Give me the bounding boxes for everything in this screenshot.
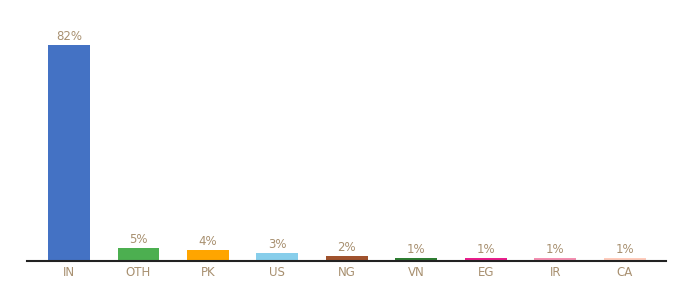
- Bar: [396, 258, 437, 261]
- Text: 82%: 82%: [56, 30, 82, 43]
- Text: 1%: 1%: [546, 243, 564, 256]
- Bar: [118, 248, 159, 261]
- Text: 5%: 5%: [129, 233, 148, 246]
- Bar: [326, 256, 368, 261]
- Bar: [256, 253, 298, 261]
- Text: 3%: 3%: [268, 238, 286, 251]
- Bar: [534, 258, 576, 261]
- Text: 1%: 1%: [407, 243, 426, 256]
- Bar: [48, 45, 90, 261]
- Text: 1%: 1%: [615, 243, 634, 256]
- Bar: [604, 258, 645, 261]
- Text: 1%: 1%: [477, 243, 495, 256]
- Text: 2%: 2%: [337, 241, 356, 254]
- Bar: [187, 250, 228, 261]
- Bar: [465, 258, 507, 261]
- Text: 4%: 4%: [199, 236, 217, 248]
